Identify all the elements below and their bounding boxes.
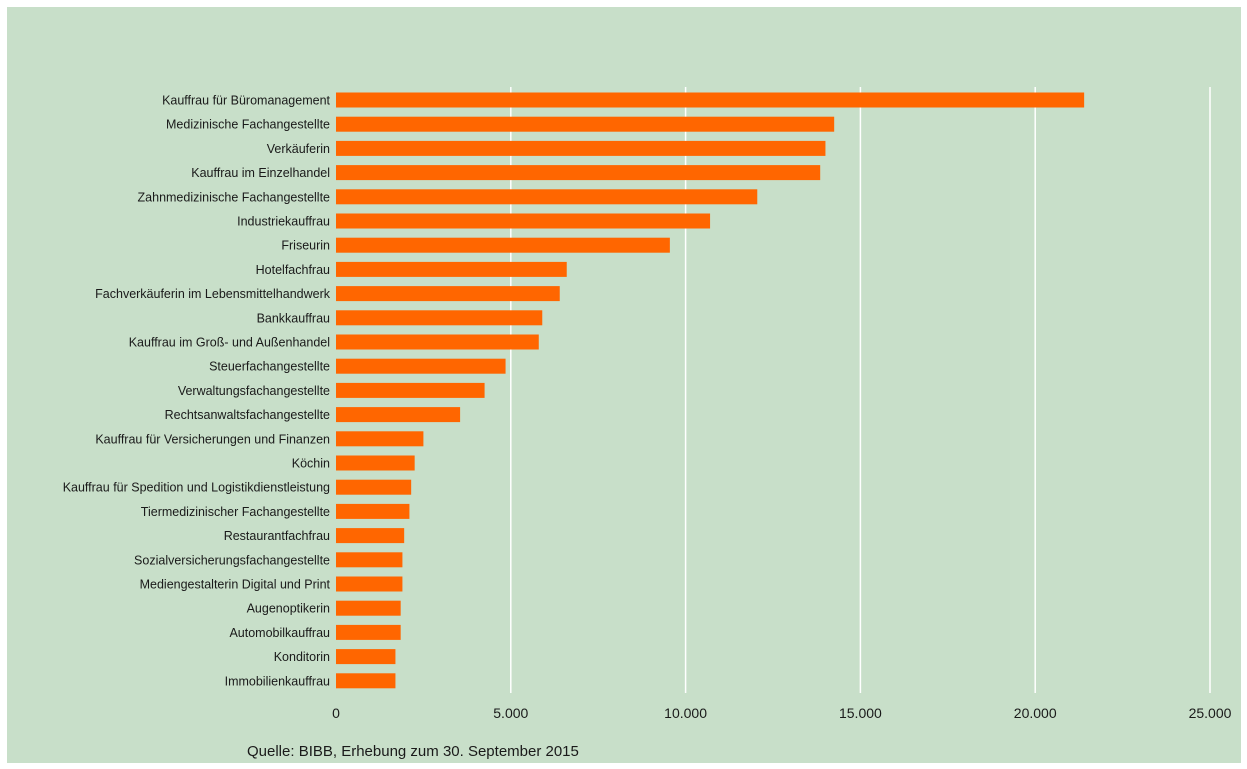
bar <box>336 649 396 665</box>
bar <box>336 624 401 640</box>
category-label: Verkäuferin <box>267 142 330 156</box>
bar <box>336 673 396 689</box>
bar-chart: Kauffrau für Büromanagement Medizinische … <box>63 87 1232 721</box>
category-label: Immobilienkauffrau <box>225 674 330 688</box>
chart-frame: Kauffrau für Büromanagement Medizinische … <box>7 7 1241 763</box>
x-tick-label: 15.000 <box>839 705 882 721</box>
category-label: Medizinische Fachangestellte <box>166 118 330 132</box>
source-note: Quelle: BIBB, Erhebung zum 30. September… <box>247 743 579 760</box>
category-label: Augenoptikerin <box>247 602 330 616</box>
category-label: Kauffrau im Groß- und Außenhandel <box>129 336 330 350</box>
x-tick-layer: 0 5.000 10.000 15.000 20.000 25.000 <box>332 705 1232 721</box>
bar <box>336 528 405 544</box>
bar <box>336 310 543 326</box>
bar <box>336 552 403 568</box>
category-label: Konditorin <box>274 650 330 664</box>
category-label: Kauffrau für Versicherungen und Finanzen <box>95 432 330 446</box>
category-label: Automobilkauffrau <box>229 626 330 640</box>
bar <box>336 165 821 181</box>
x-tick-label: 0 <box>332 705 340 721</box>
bar <box>336 237 670 253</box>
category-label: Zahnmedizinische Fachangestellte <box>138 190 331 204</box>
bar <box>336 334 539 350</box>
category-label: Mediengestalterin Digital und Print <box>140 578 331 592</box>
category-label: Kauffrau im Einzelhandel <box>191 166 330 180</box>
category-label: Köchin <box>292 457 330 471</box>
bar <box>336 116 835 132</box>
grid-layer <box>510 87 1211 693</box>
bar <box>336 92 1085 108</box>
category-label: Friseurin <box>281 239 330 253</box>
bar <box>336 213 711 229</box>
bar <box>336 479 412 495</box>
category-label: Rechtsanwaltsfachangestellte <box>165 408 330 422</box>
category-label: Bankkauffrau <box>257 311 330 325</box>
bar <box>336 455 415 471</box>
bar <box>336 576 403 592</box>
bar <box>336 261 567 277</box>
category-label: Industriekauffrau <box>237 215 330 229</box>
x-tick-label: 20.000 <box>1014 705 1057 721</box>
bar <box>336 358 506 374</box>
bar <box>336 189 758 205</box>
category-label: Kauffrau für Büromanagement <box>162 94 330 108</box>
bar <box>336 600 401 616</box>
category-label: Restaurantfachfrau <box>224 529 330 543</box>
bar <box>336 382 485 398</box>
bar <box>336 407 461 423</box>
category-label: Steuerfachangestellte <box>209 360 330 374</box>
category-label: Sozialversicherungsfachangestellte <box>134 553 330 567</box>
category-label-layer: Kauffrau für Büromanagement Medizinische … <box>63 94 331 689</box>
bar <box>336 503 410 519</box>
bar <box>336 140 826 156</box>
category-label: Verwaltungsfachangestellte <box>178 384 330 398</box>
category-label: Kauffrau für Spedition und Logistikdiens… <box>63 481 330 495</box>
x-tick-label: 10.000 <box>664 705 707 721</box>
bar <box>336 286 560 302</box>
category-label: Hotelfachfrau <box>256 263 330 277</box>
bar-layer <box>336 92 1085 689</box>
x-tick-label: 25.000 <box>1189 705 1232 721</box>
category-label: Tiermedizinischer Fachangestellte <box>141 505 330 519</box>
bar <box>336 431 424 447</box>
category-label: Fachverkäuferin im Lebensmittelhandwerk <box>95 287 331 301</box>
x-tick-label: 5.000 <box>493 705 528 721</box>
